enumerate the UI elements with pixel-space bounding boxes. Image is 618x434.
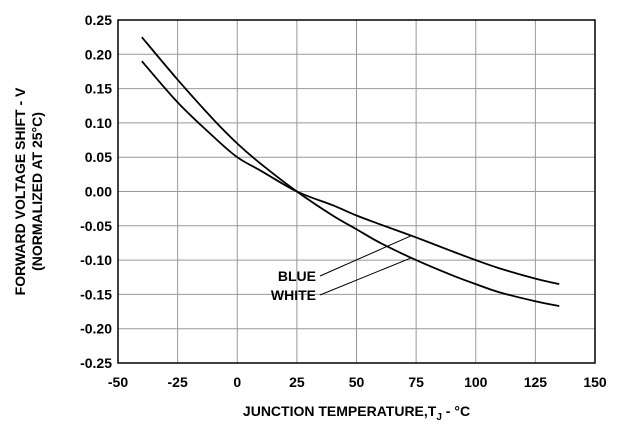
x-tick-label: 0 [233, 374, 241, 390]
y-tick-label: 0.10 [85, 115, 112, 131]
y-tick-label: -0.05 [80, 218, 112, 234]
x-axis-title: JUNCTION TEMPERATURE,TJ - °C [243, 403, 470, 423]
x-tick-label: 25 [289, 374, 305, 390]
x-tick-labels: -50 -25 0 25 50 75 100 125 150 [108, 374, 607, 390]
series-lines [141, 36, 560, 307]
y-tick-label: -0.10 [80, 252, 112, 268]
grid [117, 19, 596, 364]
x-axis-title-subscript: J [436, 412, 442, 423]
series-line-white [141, 36, 560, 307]
y-tick-label: 0.05 [85, 149, 112, 165]
y-axis-title-line1: FORWARD VOLTAGE SHIFT - V [12, 87, 28, 295]
plot-frame [117, 19, 596, 364]
y-tick-labels: 0.25 0.20 0.15 0.10 0.05 0.00 -0.05 -0.10 -0.15 -… [80, 12, 112, 371]
callout-leader-white [319, 257, 412, 296]
x-tick-label: 100 [464, 374, 488, 390]
y-tick-label: 0.20 [85, 46, 112, 62]
y-tick-label: -0.25 [80, 355, 112, 371]
x-tick-label: 150 [583, 374, 607, 390]
x-tick-label: 50 [349, 374, 365, 390]
y-tick-label: -0.20 [80, 321, 112, 337]
y-tick-label: 0.00 [85, 184, 112, 200]
series-line-blue [141, 60, 560, 285]
y-tick-label: 0.25 [85, 12, 112, 28]
x-tick-label: 75 [408, 374, 424, 390]
x-axis-title-unit: - °C [442, 403, 470, 419]
x-axis-title-main: JUNCTION TEMPERATURE,T [243, 403, 437, 419]
callout-leader-blue [319, 235, 412, 277]
y-tick-label: -0.15 [80, 286, 112, 302]
x-tick-label: -25 [168, 374, 188, 390]
callout-label-white: WHITE [271, 287, 316, 303]
callouts: BLUE WHITE [271, 235, 412, 303]
y-axis-title-line2: (NORMALIZED AT 25°C) [29, 112, 45, 271]
y-tick-label: 0.15 [85, 81, 112, 97]
x-tick-label: -50 [108, 374, 128, 390]
x-tick-label: 125 [524, 374, 548, 390]
callout-label-blue: BLUE [278, 268, 316, 284]
